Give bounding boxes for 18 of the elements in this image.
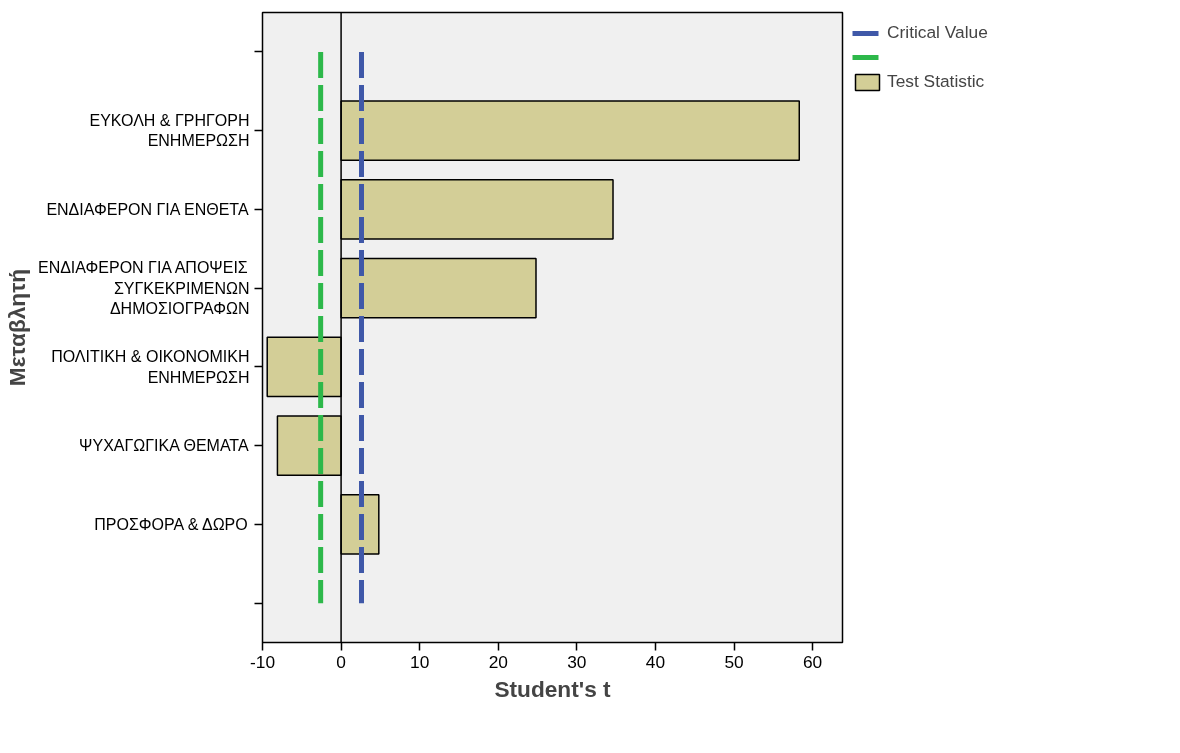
x-tick-label: 0	[336, 651, 346, 672]
x-axis-title: Student's t	[494, 675, 612, 702]
y-tick-label: ΨΥΧΑΓΩΓΙΚΑ ΘΕΜΑΤΑ	[79, 437, 249, 455]
x-tick-label: 60	[803, 651, 823, 672]
legend-label: Test Statistic	[887, 71, 985, 92]
y-tick-label: ΕΝΔΙΑΦΕΡΟΝ ΓΙΑ ΑΠΟΨΕΙΣ ΣΥΓΚΕΚΡΙΜΕΝΩΝ ΔΗΜΟΣΙΟΓΡΑΦΩΝ	[37, 259, 250, 318]
x-tick-label: 30	[567, 651, 587, 672]
x-tick-label: 10	[410, 651, 430, 672]
legend-label: Critical Value	[887, 22, 988, 43]
x-tick-label: 50	[724, 651, 744, 672]
x-tick-label: 40	[645, 651, 666, 672]
y-tick-label: ΕΝΔΙΑΦΕΡΟΝ ΓΙΑ ΕΝΘΕΤΑ	[46, 200, 249, 218]
y-tick-label: ΠΟΛΙΤΙΚΗ & ΟΙΚΟΝΟΜΙΚΗ ΕΝΗΜΕΡΩΣΗ	[51, 348, 250, 386]
y-axis-title: Μεταβλητή	[3, 268, 30, 387]
x-tick-label: 20	[488, 651, 508, 672]
y-tick-label: ΠΡΟΣΦΟΡΑ & ΔΩΡΟ	[94, 515, 248, 533]
x-tick-label: -10	[249, 651, 276, 672]
y-tick-label: ΕΥΚΟΛΗ & ΓΡΗΓΟΡΗ ΕΝΗΜΕΡΩΣΗ	[89, 111, 250, 150]
